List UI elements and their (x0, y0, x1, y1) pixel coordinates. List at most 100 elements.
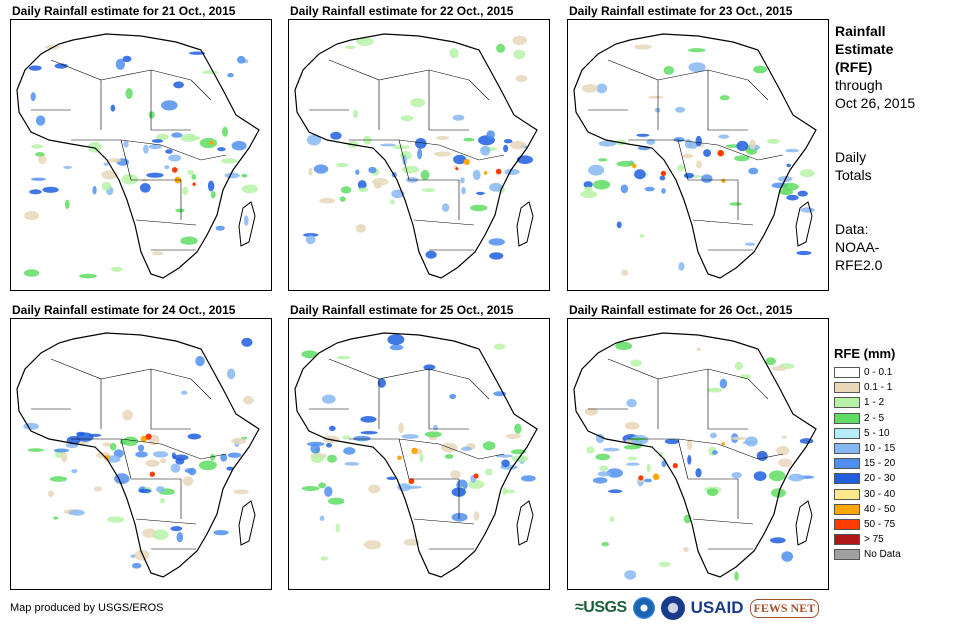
rainfall-patch (130, 554, 136, 558)
country-border (190, 79, 212, 101)
rainfall-patch (584, 186, 593, 192)
heavy-rain-cell (411, 447, 418, 454)
rainfall-patch (160, 458, 167, 464)
rainfall-patch (114, 473, 130, 485)
rainfall-patch (419, 453, 424, 463)
rainfall-patch (31, 177, 46, 181)
rainfall-patch (504, 168, 520, 175)
rainfall-patch (319, 515, 325, 522)
rainfall-patch (135, 451, 148, 458)
rainfall-patch (588, 164, 605, 176)
heavy-rain-cell (631, 163, 637, 169)
rainfall-map (10, 318, 272, 590)
rainfall-map (567, 19, 829, 291)
rainfall-patch (415, 138, 427, 149)
rainfall-patch (156, 133, 169, 141)
country-border (135, 219, 197, 226)
legend-item: 10 - 15 (834, 441, 960, 456)
rainfall-patch (410, 98, 425, 108)
country-border (413, 518, 475, 525)
africa-map-svg (573, 33, 817, 279)
legend-swatch (834, 397, 860, 409)
rainfall-patch (753, 65, 767, 74)
rainfall-patch (226, 466, 234, 471)
country-border (428, 70, 469, 131)
map-credit: Map produced by USGS/EROS (10, 602, 164, 614)
rainfall-patch (121, 174, 138, 185)
country-border (657, 368, 749, 380)
rainfall-patch (231, 437, 247, 445)
rainfall-patch (176, 532, 184, 543)
legend-label: 30 - 40 (864, 488, 896, 500)
rainfall-patch (215, 225, 225, 231)
data-source: NOAA- (835, 239, 880, 255)
rainfall-patch (501, 459, 510, 468)
rainfall-patch (511, 455, 529, 462)
rainfall-patch (664, 438, 680, 445)
country-border (120, 438, 181, 480)
rainfall-patch (115, 58, 126, 70)
rainfall-patch (227, 452, 242, 458)
africa-coastline (573, 332, 817, 578)
rainfall-patch (687, 439, 693, 450)
rainfall-patch (109, 442, 117, 451)
rainfall-patch (368, 484, 381, 494)
rainfall-patch (199, 137, 218, 149)
rainfall-patch (799, 169, 815, 178)
rainfall-patch (452, 114, 465, 121)
africa-map-svg (294, 332, 538, 578)
rainfall-patch (451, 512, 468, 522)
rainfall-patch (301, 486, 320, 491)
rainfall-patch (625, 462, 640, 466)
rainfall-patch (687, 454, 692, 465)
panel-title: Daily Rainfall estimate for 23 Oct., 201… (569, 4, 793, 18)
country-border (692, 518, 754, 525)
rainfall-patch (63, 165, 72, 169)
rainfall-patch (152, 451, 169, 458)
rainfall-patch (119, 439, 127, 445)
legend-label: > 75 (864, 534, 884, 546)
heavy-rain-cell (140, 435, 148, 443)
rainfall-patch (703, 149, 712, 157)
rainfall-patch (734, 571, 739, 581)
rainfall-patch (484, 468, 493, 476)
info-title-line: Estimate (835, 41, 894, 57)
rainfall-patch (453, 154, 467, 165)
rainfall-patch (49, 476, 68, 482)
rainfall-patch (595, 453, 611, 461)
rainfall-patch (139, 183, 151, 193)
country-border (428, 369, 469, 430)
rainfall-patch (88, 141, 102, 153)
rainfall-patch (24, 210, 40, 221)
legend-swatch (834, 458, 860, 470)
country-border (468, 79, 490, 101)
country-border (717, 144, 784, 161)
rainfall-patch (634, 169, 646, 180)
rainfall-patch (181, 390, 188, 395)
map-panel-23-oct: Daily Rainfall estimate for 23 Oct., 201… (567, 4, 829, 296)
rainfall-patch (599, 465, 609, 472)
noaa-logo (632, 597, 655, 619)
country-border (71, 139, 162, 146)
rainfall-patch (684, 138, 692, 149)
rainfall-patch (768, 470, 786, 482)
rainfall-patch (736, 140, 749, 152)
rainfall-patch (220, 453, 228, 462)
rainfall-patch (161, 100, 178, 111)
country-border (190, 378, 212, 400)
rainfall-patch (340, 186, 352, 194)
rainfall-patch (173, 81, 185, 89)
rainfall-patch (54, 63, 68, 69)
rainfall-patch (401, 434, 419, 439)
rainfall-patch (93, 486, 102, 492)
heavy-rain-cell (721, 178, 726, 183)
country-border (413, 219, 475, 226)
rainfall-patch (785, 148, 800, 153)
rainfall-patch (597, 471, 611, 477)
rainfall-patch (326, 443, 332, 448)
heavy-rain-cell (652, 473, 660, 481)
rainfall-patch (353, 435, 371, 442)
data-label: Data: (835, 221, 869, 237)
rainfall-patch (603, 447, 620, 452)
legend-swatch (834, 518, 860, 530)
